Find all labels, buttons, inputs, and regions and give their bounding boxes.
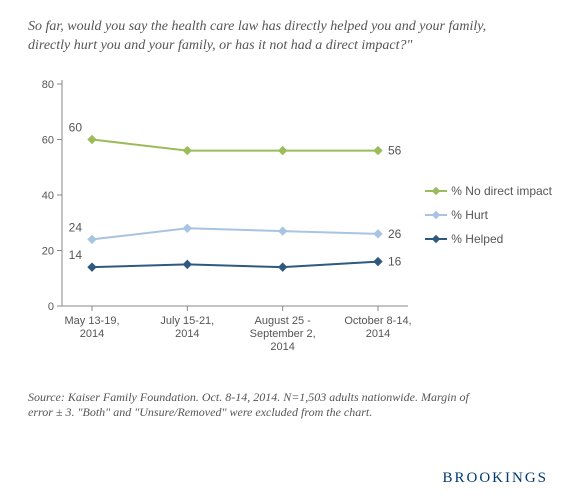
svg-text:May 13-19,: May 13-19, bbox=[64, 315, 119, 327]
svg-text:0: 0 bbox=[48, 301, 54, 313]
legend-marker bbox=[432, 187, 440, 195]
legend-label: % Hurt bbox=[451, 208, 488, 222]
svg-text:20: 20 bbox=[42, 245, 54, 257]
svg-text:24: 24 bbox=[69, 220, 83, 234]
svg-text:October 8-14,: October 8-14, bbox=[344, 315, 411, 327]
svg-text:September 2,: September 2, bbox=[250, 328, 316, 340]
legend-swatch bbox=[425, 238, 447, 240]
svg-text:40: 40 bbox=[42, 190, 54, 202]
legend: % No direct impact % Hurt % Helped bbox=[425, 184, 552, 256]
svg-text:16: 16 bbox=[388, 254, 402, 268]
chart-container: So far, would you say the health care la… bbox=[0, 0, 568, 501]
svg-text:60: 60 bbox=[42, 134, 54, 146]
brookings-logo: BROOKINGS bbox=[442, 470, 548, 487]
svg-text:2014: 2014 bbox=[270, 341, 294, 353]
legend-label: % Helped bbox=[451, 232, 503, 246]
legend-marker bbox=[432, 235, 440, 243]
svg-text:2014: 2014 bbox=[175, 328, 199, 340]
legend-swatch bbox=[425, 190, 447, 192]
source-note: Source: Kaiser Family Foundation. Oct. 8… bbox=[28, 390, 488, 421]
svg-text:14: 14 bbox=[69, 248, 83, 262]
legend-item: % No direct impact bbox=[425, 184, 552, 198]
svg-text:2014: 2014 bbox=[366, 328, 390, 340]
svg-text:July 15-21,: July 15-21, bbox=[160, 315, 214, 327]
chart-title: So far, would you say the health care la… bbox=[28, 18, 508, 56]
svg-text:60: 60 bbox=[69, 120, 83, 134]
legend-item: % Helped bbox=[425, 232, 552, 246]
chart-area: 020406080May 13-19,2014July 15-21,2014Au… bbox=[28, 66, 558, 386]
legend-marker bbox=[432, 211, 440, 219]
legend-item: % Hurt bbox=[425, 208, 552, 222]
svg-text:August 25 -: August 25 - bbox=[255, 315, 312, 327]
legend-label: % No direct impact bbox=[451, 184, 552, 198]
svg-text:80: 80 bbox=[42, 79, 54, 91]
legend-swatch bbox=[425, 214, 447, 216]
svg-text:26: 26 bbox=[388, 227, 402, 241]
svg-text:2014: 2014 bbox=[80, 328, 104, 340]
svg-text:56: 56 bbox=[388, 143, 402, 157]
